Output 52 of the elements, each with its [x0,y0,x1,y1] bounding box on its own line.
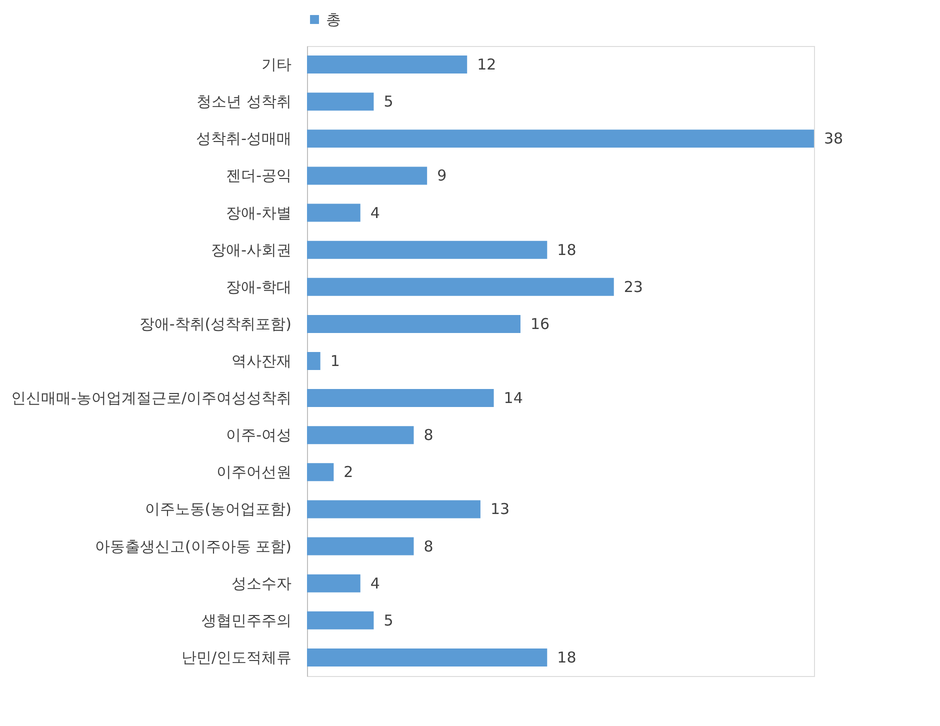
data-label: 8 [424,426,434,444]
data-label: 8 [424,537,434,556]
bar [307,240,548,259]
data-label: 38 [824,130,844,148]
y-tick-label: 장애-착취(성착취포함) [139,314,292,333]
bar [307,92,374,111]
y-tick-label: 성소수자 [232,574,292,592]
y-tick-label: 장애-차별 [226,204,292,222]
bar [307,648,548,666]
y-tick-label: 성착취-성매매 [196,130,292,148]
data-label: 18 [557,240,576,259]
data-label: 1 [330,352,340,370]
bar [307,500,480,518]
data-label: 12 [477,56,496,74]
y-tick-label: 이주-여성 [226,426,292,444]
y-tick-label: 이주어선원 [216,463,292,482]
y-tick-label: 장애-학대 [226,278,292,296]
data-label: 18 [557,648,576,666]
y-tick-label: 기타 [262,56,292,74]
bar [307,314,520,333]
y-tick-label: 역사잔재 [232,352,292,370]
y-tick-label: 젠더-공익 [226,166,292,185]
data-label: 23 [624,278,643,296]
bar [307,574,360,592]
y-tick-label: 아동출생신고(이주아동 포함) [95,537,292,556]
legend-label: 총 [326,10,341,28]
data-label: 13 [490,500,510,518]
bar [307,352,320,370]
bar [307,130,814,148]
y-tick-label: 생협민주주의 [202,611,292,630]
bar [307,537,414,556]
y-tick-label: 청소년 성착취 [196,92,292,111]
y-tick-label: 인신매매-농어업계절근로/이주여성성착취 [11,389,292,408]
bar [307,204,360,222]
data-label: 5 [384,92,394,111]
data-label: 5 [384,611,394,630]
data-label: 4 [370,574,380,592]
bar [307,278,614,296]
bar [307,166,428,185]
y-tick-label: 장애-사회권 [211,240,292,259]
bar [307,56,468,74]
data-label: 4 [370,204,380,222]
y-tick-label: 난민/인도적체류 [181,648,292,666]
bar [307,463,334,482]
data-label: 2 [344,463,354,482]
data-label: 9 [437,166,447,185]
y-tick-label: 이주노동(농어업포함) [144,500,292,518]
bar [307,426,414,444]
data-label: 14 [504,389,523,408]
bar [307,611,374,630]
data-label: 16 [530,314,550,333]
bar [307,389,494,408]
